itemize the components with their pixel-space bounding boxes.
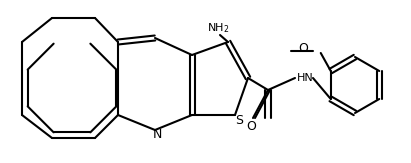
Text: HN: HN [297, 73, 313, 83]
Text: N: N [152, 128, 162, 141]
Text: NH$_2$: NH$_2$ [207, 21, 229, 35]
Text: S: S [235, 114, 243, 127]
Text: O: O [246, 119, 256, 133]
Text: O: O [298, 42, 308, 54]
